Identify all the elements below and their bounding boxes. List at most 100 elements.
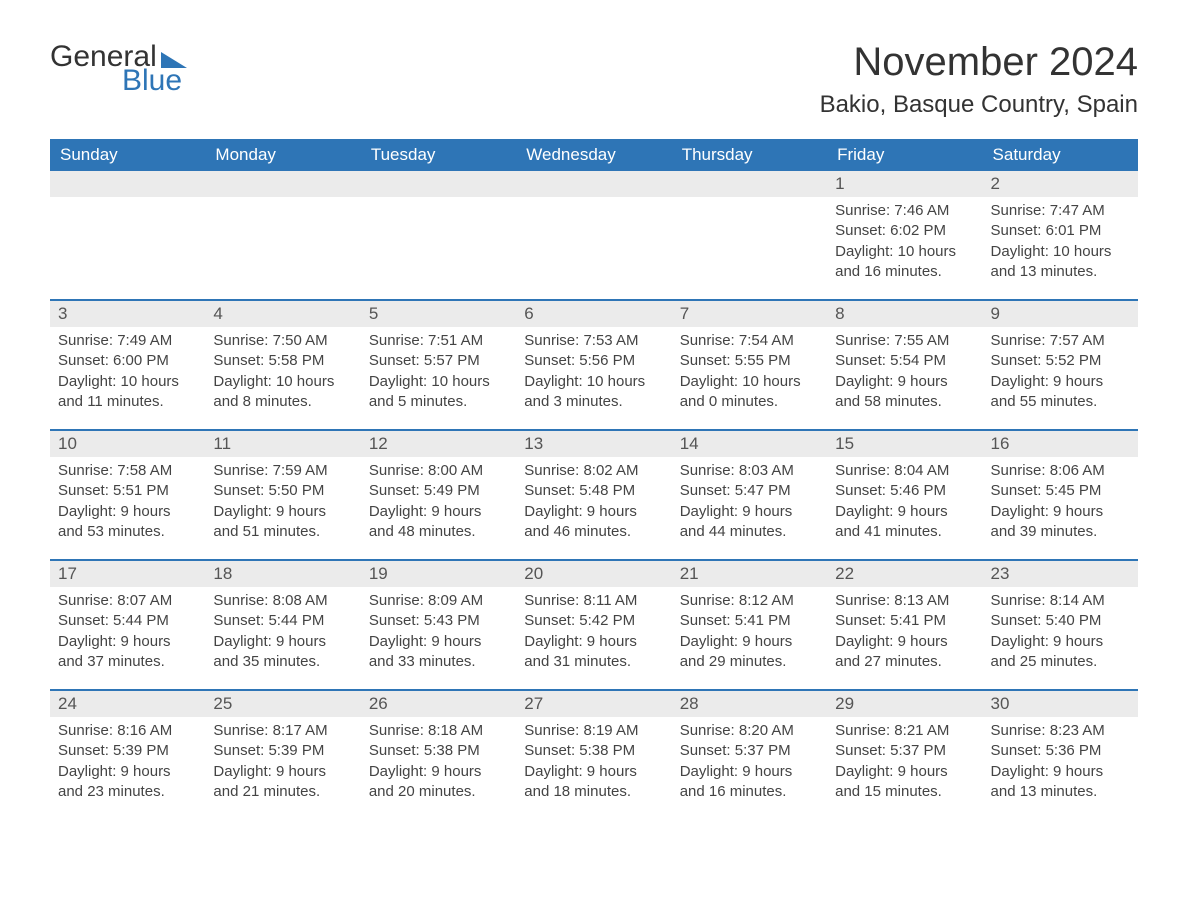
day-sunrise: Sunrise: 8:06 AM [991,461,1130,481]
day-cell: 18Sunrise: 8:08 AMSunset: 5:44 PMDayligh… [205,561,360,689]
day-sunset: Sunset: 6:00 PM [58,351,197,371]
day-sunset: Sunset: 6:01 PM [991,221,1130,241]
day-sunset: Sunset: 5:39 PM [213,741,352,761]
day-daylight1: Daylight: 9 hours [991,372,1130,392]
day-sunrise: Sunrise: 7:49 AM [58,331,197,351]
day-body: Sunrise: 8:04 AMSunset: 5:46 PMDaylight:… [827,457,982,552]
day-number: 11 [205,431,360,457]
day-daylight1: Daylight: 10 hours [680,372,819,392]
day-sunrise: Sunrise: 8:18 AM [369,721,508,741]
day-daylight2: and 13 minutes. [991,262,1130,282]
day-daylight2: and 3 minutes. [524,392,663,412]
day-body: Sunrise: 7:57 AMSunset: 5:52 PMDaylight:… [983,327,1138,422]
day-daylight2: and 33 minutes. [369,652,508,672]
day-daylight2: and 58 minutes. [835,392,974,412]
day-cell: 5Sunrise: 7:51 AMSunset: 5:57 PMDaylight… [361,301,516,429]
day-cell: 12Sunrise: 8:00 AMSunset: 5:49 PMDayligh… [361,431,516,559]
day-number: 9 [983,301,1138,327]
day-daylight2: and 0 minutes. [680,392,819,412]
week-row: 3Sunrise: 7:49 AMSunset: 6:00 PMDaylight… [50,299,1138,429]
day-sunrise: Sunrise: 7:54 AM [680,331,819,351]
weeks-container: 1Sunrise: 7:46 AMSunset: 6:02 PMDaylight… [50,171,1138,819]
day-sunset: Sunset: 5:36 PM [991,741,1130,761]
day-daylight2: and 13 minutes. [991,782,1130,802]
day-cell: 20Sunrise: 8:11 AMSunset: 5:42 PMDayligh… [516,561,671,689]
day-daylight2: and 16 minutes. [680,782,819,802]
day-cell: 16Sunrise: 8:06 AMSunset: 5:45 PMDayligh… [983,431,1138,559]
day-daylight2: and 35 minutes. [213,652,352,672]
day-daylight1: Daylight: 9 hours [680,762,819,782]
day-cell: 29Sunrise: 8:21 AMSunset: 5:37 PMDayligh… [827,691,982,819]
week-row: 24Sunrise: 8:16 AMSunset: 5:39 PMDayligh… [50,689,1138,819]
logo: General Blue [50,40,187,98]
day-sunrise: Sunrise: 8:23 AM [991,721,1130,741]
day-header: Tuesday [361,139,516,171]
day-cell: 14Sunrise: 8:03 AMSunset: 5:47 PMDayligh… [672,431,827,559]
day-cell [361,171,516,299]
day-body: Sunrise: 8:06 AMSunset: 5:45 PMDaylight:… [983,457,1138,552]
day-body: Sunrise: 7:54 AMSunset: 5:55 PMDaylight:… [672,327,827,422]
day-daylight2: and 18 minutes. [524,782,663,802]
day-number: 8 [827,301,982,327]
day-sunset: Sunset: 5:44 PM [58,611,197,631]
header: General Blue November 2024 Bakio, Basque… [50,40,1138,119]
day-sunset: Sunset: 5:38 PM [369,741,508,761]
day-cell: 15Sunrise: 8:04 AMSunset: 5:46 PMDayligh… [827,431,982,559]
day-body: Sunrise: 8:09 AMSunset: 5:43 PMDaylight:… [361,587,516,682]
day-sunset: Sunset: 5:58 PM [213,351,352,371]
day-daylight1: Daylight: 9 hours [524,762,663,782]
day-daylight2: and 23 minutes. [58,782,197,802]
day-cell: 7Sunrise: 7:54 AMSunset: 5:55 PMDaylight… [672,301,827,429]
day-sunrise: Sunrise: 8:07 AM [58,591,197,611]
day-daylight1: Daylight: 9 hours [213,762,352,782]
day-daylight1: Daylight: 9 hours [369,632,508,652]
day-daylight1: Daylight: 9 hours [991,762,1130,782]
day-sunset: Sunset: 5:47 PM [680,481,819,501]
day-sunrise: Sunrise: 8:21 AM [835,721,974,741]
day-daylight2: and 21 minutes. [213,782,352,802]
day-daylight2: and 16 minutes. [835,262,974,282]
day-sunset: Sunset: 5:49 PM [369,481,508,501]
day-number [672,171,827,197]
day-number: 13 [516,431,671,457]
day-number: 21 [672,561,827,587]
day-sunset: Sunset: 5:40 PM [991,611,1130,631]
day-sunset: Sunset: 5:45 PM [991,481,1130,501]
day-daylight1: Daylight: 9 hours [991,502,1130,522]
day-number: 17 [50,561,205,587]
title-block: November 2024 Bakio, Basque Country, Spa… [820,40,1138,119]
day-number: 2 [983,171,1138,197]
day-sunset: Sunset: 5:44 PM [213,611,352,631]
day-cell: 13Sunrise: 8:02 AMSunset: 5:48 PMDayligh… [516,431,671,559]
day-number [361,171,516,197]
day-cell: 3Sunrise: 7:49 AMSunset: 6:00 PMDaylight… [50,301,205,429]
day-daylight2: and 51 minutes. [213,522,352,542]
day-cell [672,171,827,299]
day-daylight2: and 41 minutes. [835,522,974,542]
day-header: Saturday [983,139,1138,171]
day-daylight1: Daylight: 9 hours [213,632,352,652]
day-daylight2: and 31 minutes. [524,652,663,672]
day-sunset: Sunset: 5:37 PM [835,741,974,761]
day-daylight2: and 46 minutes. [524,522,663,542]
day-body: Sunrise: 8:07 AMSunset: 5:44 PMDaylight:… [50,587,205,682]
day-daylight2: and 20 minutes. [369,782,508,802]
day-body: Sunrise: 8:12 AMSunset: 5:41 PMDaylight:… [672,587,827,682]
day-cell [205,171,360,299]
day-body: Sunrise: 8:19 AMSunset: 5:38 PMDaylight:… [516,717,671,812]
day-sunset: Sunset: 5:42 PM [524,611,663,631]
day-daylight1: Daylight: 9 hours [524,502,663,522]
day-cell: 6Sunrise: 7:53 AMSunset: 5:56 PMDaylight… [516,301,671,429]
day-daylight1: Daylight: 10 hours [991,242,1130,262]
day-sunrise: Sunrise: 8:20 AM [680,721,819,741]
day-body: Sunrise: 8:00 AMSunset: 5:49 PMDaylight:… [361,457,516,552]
day-sunrise: Sunrise: 8:00 AM [369,461,508,481]
day-cell: 11Sunrise: 7:59 AMSunset: 5:50 PMDayligh… [205,431,360,559]
day-daylight2: and 27 minutes. [835,652,974,672]
day-cell: 8Sunrise: 7:55 AMSunset: 5:54 PMDaylight… [827,301,982,429]
day-daylight2: and 8 minutes. [213,392,352,412]
day-header: Friday [827,139,982,171]
day-sunset: Sunset: 5:54 PM [835,351,974,371]
day-sunset: Sunset: 5:41 PM [680,611,819,631]
day-cell: 2Sunrise: 7:47 AMSunset: 6:01 PMDaylight… [983,171,1138,299]
